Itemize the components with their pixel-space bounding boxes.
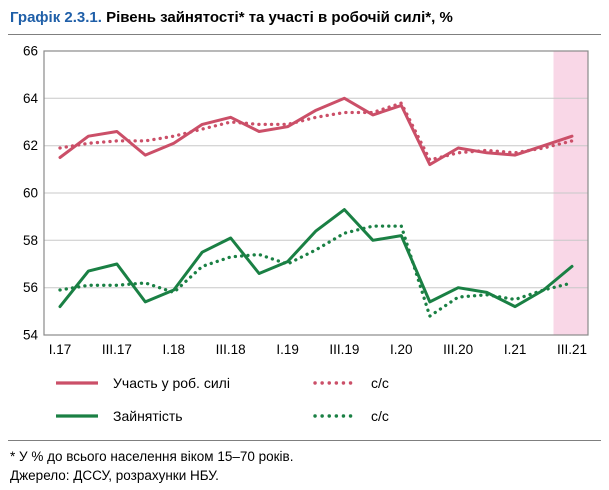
y-axis-tick-label: 54 [23,328,39,343]
y-axis-tick-label: 62 [23,138,38,153]
page-title: Графік 2.3.1. Рівень зайнятості* та учас… [8,6,601,35]
series-line-participation [58,96,574,167]
legend-label: с/с [371,375,389,391]
y-axis-tick-label: 66 [23,44,38,59]
y-axis-tick-label: 60 [23,186,38,201]
series-line-participation-sa [58,101,574,162]
x-axis-tick-label: I.20 [390,342,413,357]
chart-area: 54 56 58 60 62 64 66 I.17 III.17 I.18 III.18 I.19 II… [8,35,601,361]
footnote-definition: * У % до всього населення віком 15–70 ро… [10,449,294,464]
y-axis-tick-label: 56 [23,280,38,295]
chart-title: Рівень зайнятості* та участі в робочій с… [101,9,453,26]
legend-item-employment-sa: с/с [312,408,601,424]
solid-line-sample-pink [56,381,98,385]
legend-label: с/с [371,408,389,424]
series-line-employment-sa [58,224,574,318]
x-axis-tick-label: I.17 [49,342,72,357]
x-axis-tick-label: I.18 [163,342,186,357]
chart-number: Графік 2.3.1. [10,9,102,26]
x-axis-tick-label: III.19 [329,342,359,357]
footnotes: * У % до всього населення віком 15–70 ро… [8,441,601,485]
legend-item-participation-sa: с/с [312,375,601,391]
x-axis-tick-label: III.17 [102,342,132,357]
solid-line-sample-green [56,414,98,418]
legend-item-employment: Зайнятість [54,408,312,424]
dotted-line-sample-pink [313,381,357,385]
x-axis-tick-label: I.21 [504,342,527,357]
x-axis-tick-label: I.19 [276,342,299,357]
legend-item-participation: Участь у роб. силі [54,375,312,391]
x-axis-tick-label: III.21 [557,342,587,357]
y-axis-tick-label: 58 [23,233,38,248]
plot-frame [43,50,589,336]
series-line-employment [58,208,574,309]
dotted-line-sample-green [313,414,357,418]
legend-label: Зайнятість [113,408,183,424]
x-axis-tick-label: III.20 [443,342,473,357]
footnote-source: Джерело: ДССУ, розрахунки НБУ. [10,467,219,483]
legend: Участь у роб. силі с/с Зайнятість с/с [8,361,601,441]
x-axis-tick-label: III.18 [216,342,246,357]
y-axis-tick-label: 64 [23,91,39,106]
legend-label: Участь у роб. силі [113,375,230,391]
chart-canvas: 54 56 58 60 62 64 66 I.17 III.17 I.18 III.18 I.19 II… [23,44,589,357]
